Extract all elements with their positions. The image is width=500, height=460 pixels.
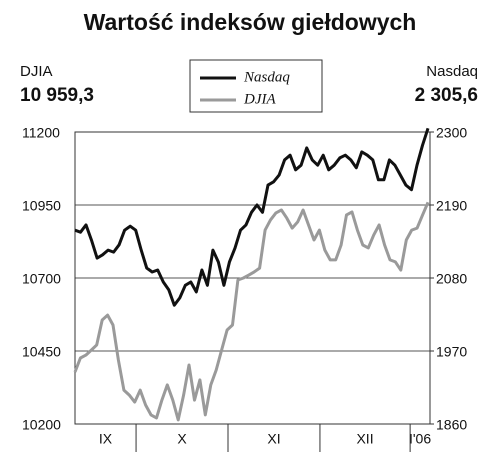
chart-title: Wartość indeksów giełdowych [84, 9, 417, 35]
y-tick-label: 10700 [22, 271, 61, 287]
y2-tick-label: 1970 [436, 344, 467, 360]
y-tick-label: 10200 [22, 417, 61, 433]
y2-tick-label: 2190 [436, 198, 467, 214]
legend-label: DJIA [243, 91, 276, 107]
left-index-value: 10 959,3 [20, 85, 94, 106]
legend-box [189, 59, 323, 113]
plot-frame [74, 131, 431, 425]
y2-tick-label: 2300 [436, 125, 467, 141]
legend-label: Nasdaq [243, 69, 290, 85]
y-tick-label: 10950 [22, 198, 61, 214]
x-tick-label: IX [99, 431, 113, 447]
series-line [74, 127, 430, 307]
x-tick-label: X [177, 431, 187, 447]
series-line [73, 201, 430, 422]
y2-tick-label: 2080 [436, 271, 467, 287]
left-index-name: DJIA [20, 63, 53, 80]
x-tick-label: XI [267, 431, 280, 447]
right-index-name: Nasdaq [426, 63, 478, 80]
x-tick-label: XII [356, 431, 373, 447]
y2-tick-label: 1860 [436, 417, 467, 433]
y-tick-label: 10450 [22, 344, 61, 360]
right-index-value: 2 305,6 [415, 85, 478, 106]
y-tick-label: 11200 [22, 125, 60, 141]
x-tick-label: I'06 [409, 431, 431, 447]
